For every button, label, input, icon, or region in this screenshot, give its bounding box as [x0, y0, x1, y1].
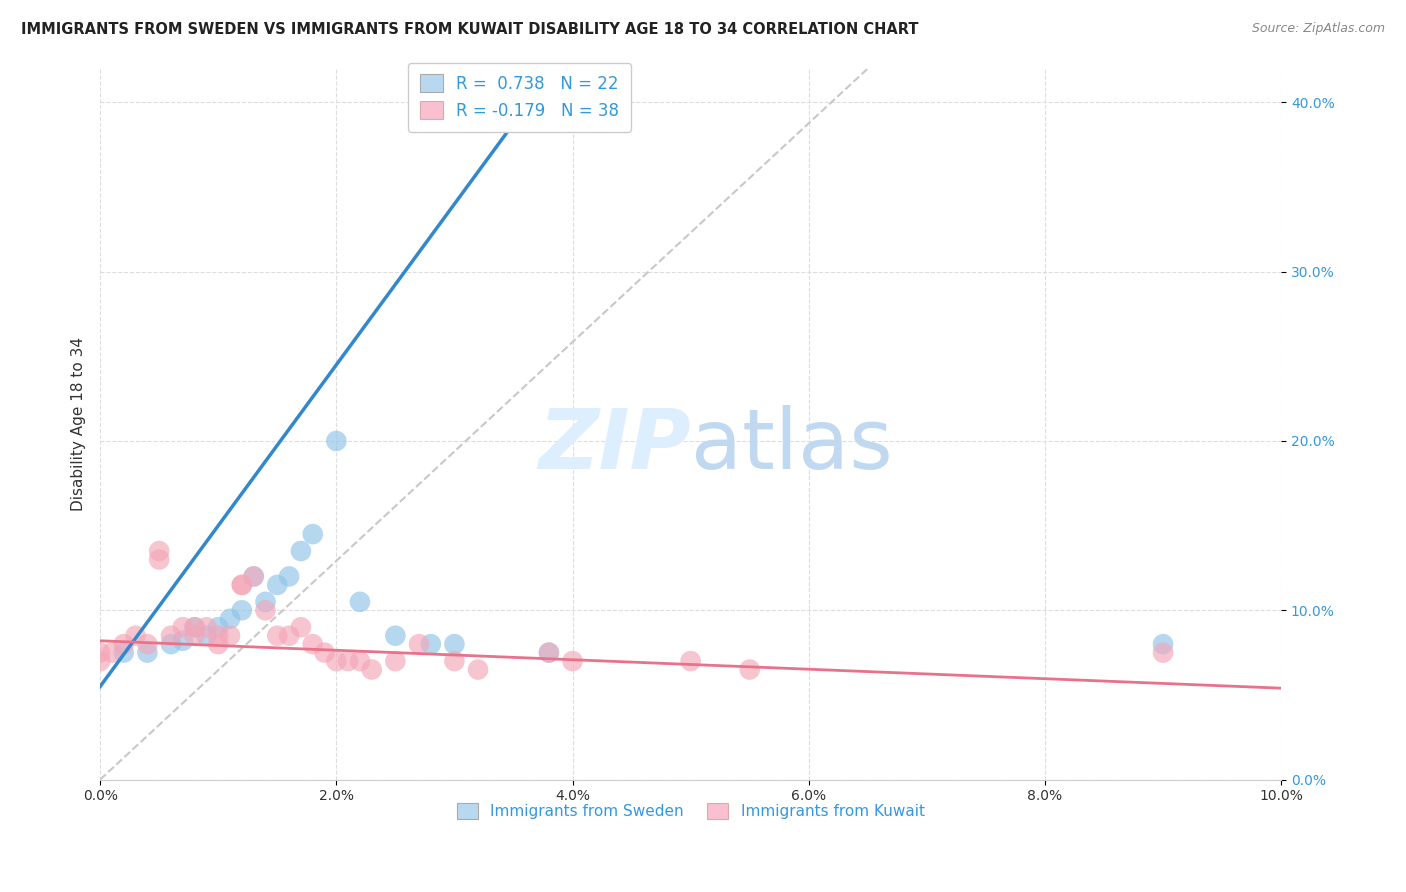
Point	[172, 620, 194, 634]
Point	[219, 629, 242, 643]
Point	[219, 612, 242, 626]
Point	[290, 544, 312, 558]
Point	[124, 629, 146, 643]
Point	[1152, 646, 1174, 660]
Point	[183, 629, 205, 643]
Point	[443, 654, 465, 668]
Point	[136, 637, 159, 651]
Point	[112, 637, 135, 651]
Text: ZIP: ZIP	[538, 405, 690, 486]
Point	[408, 637, 430, 651]
Point	[231, 578, 253, 592]
Point	[148, 544, 170, 558]
Point	[537, 646, 560, 660]
Point	[419, 637, 441, 651]
Point	[384, 629, 406, 643]
Point	[148, 552, 170, 566]
Point	[89, 646, 111, 660]
Point	[112, 646, 135, 660]
Point	[467, 663, 489, 677]
Point	[195, 620, 218, 634]
Point	[314, 646, 336, 660]
Point	[537, 646, 560, 660]
Point	[360, 663, 382, 677]
Point	[195, 629, 218, 643]
Point	[242, 569, 264, 583]
Point	[738, 663, 761, 677]
Text: IMMIGRANTS FROM SWEDEN VS IMMIGRANTS FROM KUWAIT DISABILITY AGE 18 TO 34 CORRELA: IMMIGRANTS FROM SWEDEN VS IMMIGRANTS FRO…	[21, 22, 918, 37]
Point	[254, 603, 277, 617]
Point	[278, 629, 301, 643]
Point	[278, 569, 301, 583]
Point	[325, 434, 347, 448]
Point	[160, 629, 183, 643]
Point	[207, 629, 229, 643]
Point	[290, 620, 312, 634]
Point	[160, 637, 183, 651]
Point	[242, 569, 264, 583]
Point	[301, 527, 323, 541]
Point	[349, 654, 371, 668]
Y-axis label: Disability Age 18 to 34: Disability Age 18 to 34	[72, 337, 86, 511]
Point	[266, 629, 288, 643]
Legend: Immigrants from Sweden, Immigrants from Kuwait: Immigrants from Sweden, Immigrants from …	[451, 797, 931, 825]
Point	[172, 633, 194, 648]
Point	[231, 578, 253, 592]
Point	[207, 620, 229, 634]
Point	[136, 646, 159, 660]
Point	[349, 595, 371, 609]
Point	[101, 646, 124, 660]
Point	[301, 637, 323, 651]
Point	[561, 654, 583, 668]
Point	[679, 654, 702, 668]
Point	[443, 637, 465, 651]
Point	[183, 620, 205, 634]
Point	[1152, 637, 1174, 651]
Point	[183, 620, 205, 634]
Text: atlas: atlas	[690, 405, 893, 486]
Point	[89, 654, 111, 668]
Point	[325, 654, 347, 668]
Point	[207, 637, 229, 651]
Point	[231, 603, 253, 617]
Point	[337, 654, 360, 668]
Point	[254, 595, 277, 609]
Text: Source: ZipAtlas.com: Source: ZipAtlas.com	[1251, 22, 1385, 36]
Point	[266, 578, 288, 592]
Point	[384, 654, 406, 668]
